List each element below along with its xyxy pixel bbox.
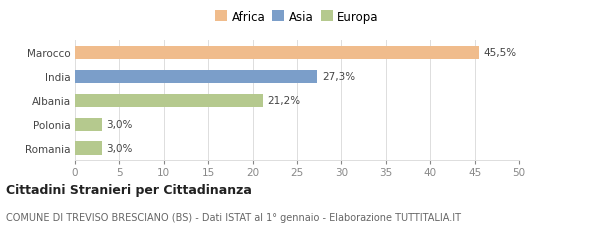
Text: 3,0%: 3,0% (106, 120, 133, 130)
Text: COMUNE DI TREVISO BRESCIANO (BS) - Dati ISTAT al 1° gennaio - Elaborazione TUTTI: COMUNE DI TREVISO BRESCIANO (BS) - Dati … (6, 212, 461, 222)
Text: 45,5%: 45,5% (484, 48, 517, 58)
Bar (75, 94, 263, 107)
Bar (75, 118, 101, 131)
Bar (75, 142, 101, 155)
Text: Cittadini Stranieri per Cittadinanza: Cittadini Stranieri per Cittadinanza (6, 184, 252, 196)
Text: 3,0%: 3,0% (106, 143, 133, 153)
Bar (75, 71, 317, 84)
Bar (75, 47, 479, 60)
Legend: Africa, Asia, Europa: Africa, Asia, Europa (213, 8, 381, 26)
Text: 27,3%: 27,3% (322, 72, 355, 82)
Text: 21,2%: 21,2% (268, 96, 301, 106)
